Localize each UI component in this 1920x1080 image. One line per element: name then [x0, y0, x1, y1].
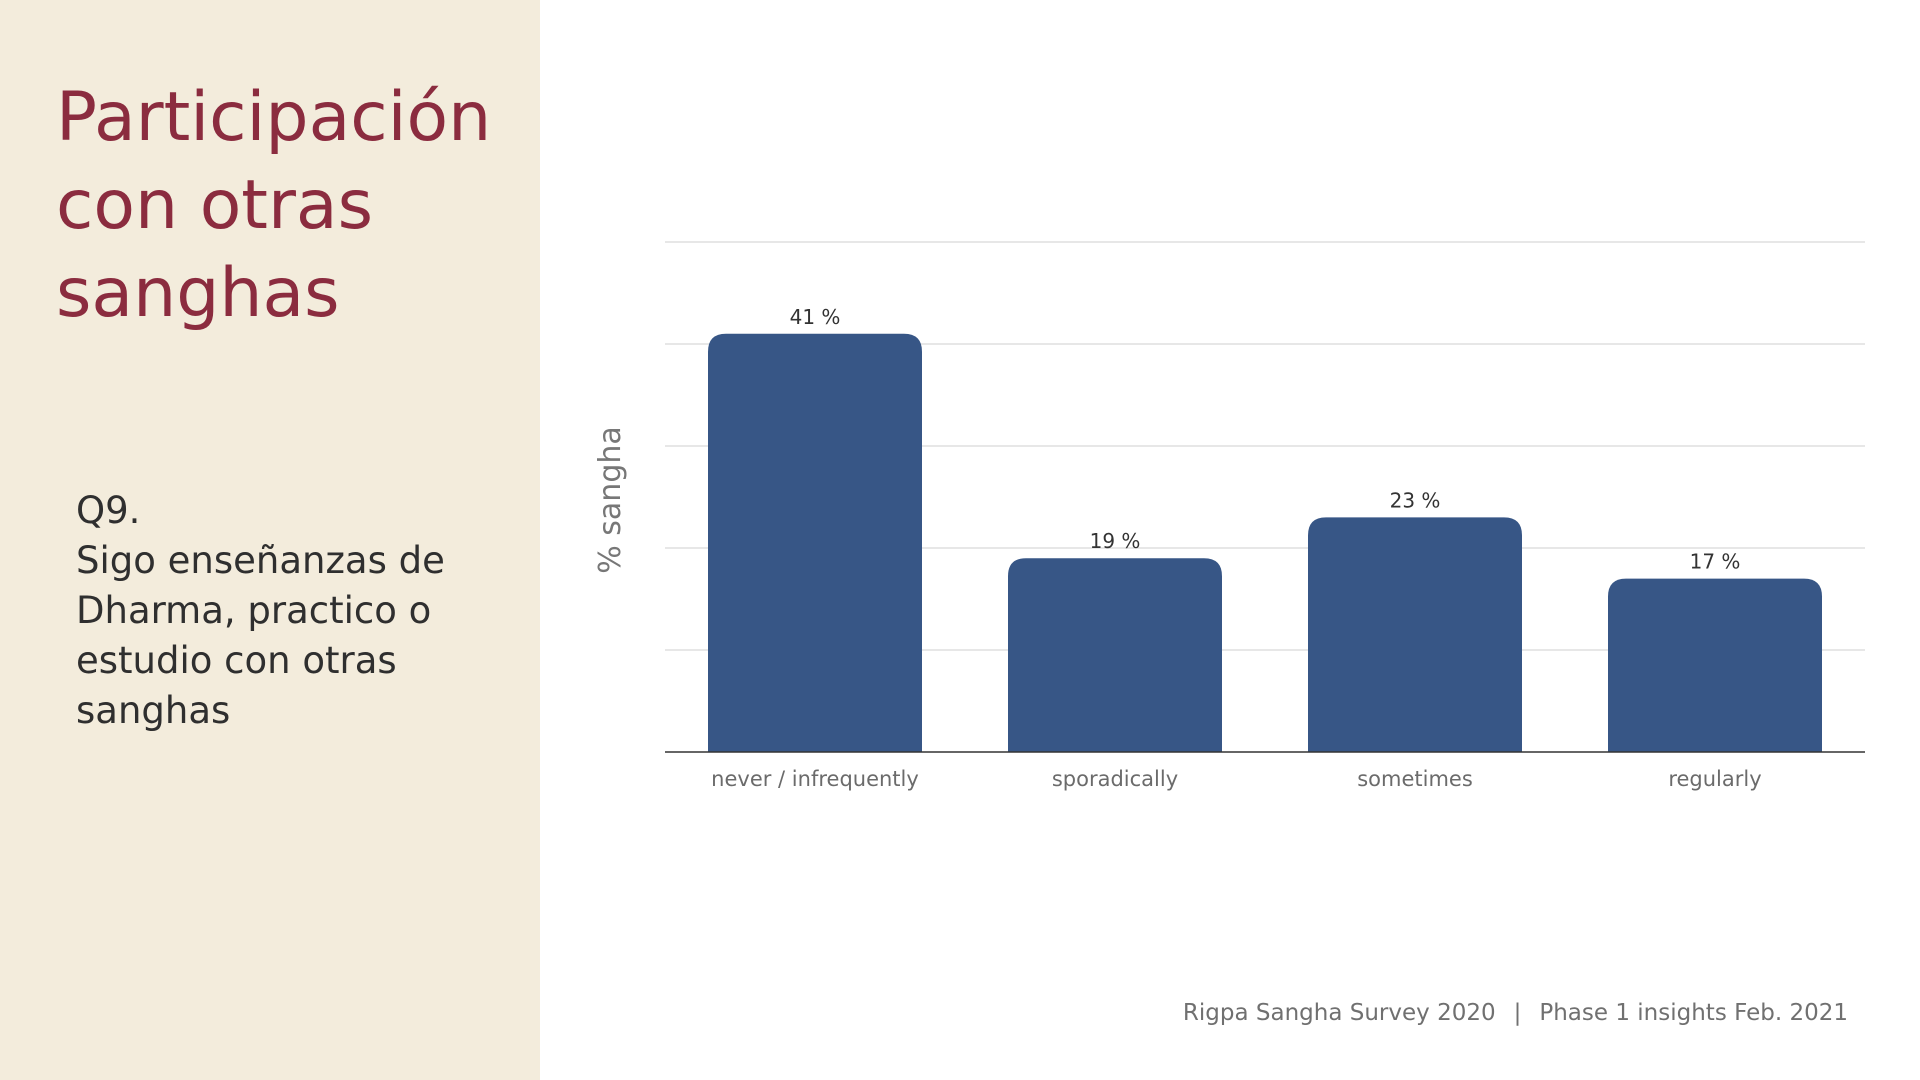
y-axis-label: % sangha — [593, 426, 628, 574]
slide-title: Participación con otras sanghas — [56, 78, 492, 333]
question-number: Q9. — [76, 489, 141, 532]
data-label: 19 % — [1090, 529, 1141, 553]
footer-separator: | — [1513, 1000, 1522, 1026]
x-tick-label: sporadically — [1052, 767, 1178, 791]
left-panel: Participación con otras sanghas Q9. Sigo… — [0, 0, 540, 1080]
data-label: 41 % — [790, 305, 841, 329]
footer: Rigpa Sangha Survey 2020 | Phase 1 insight… — [1183, 1000, 1848, 1026]
footer-survey-name: Rigpa Sangha Survey 2020 — [1182, 1000, 1496, 1026]
footer-phase-info: Phase 1 insights Feb. 2021 — [1539, 1000, 1848, 1026]
bar — [708, 333, 922, 752]
x-tick-label: regularly — [1668, 767, 1761, 791]
x-tick-label: never / infrequently — [711, 767, 919, 791]
bar — [1008, 558, 1222, 752]
question-block: Q9. Sigo enseñanzas de Dharma, practico … — [76, 486, 496, 736]
bar-chart: 41 % never / infrequently 19 % sporadically… — [593, 241, 1865, 791]
x-tick-label: sometimes — [1357, 767, 1473, 791]
bar — [1608, 578, 1822, 752]
data-label: 23 % — [1390, 488, 1441, 512]
bar — [1308, 517, 1522, 752]
question-text: Sigo enseñanzas de Dharma, practico o es… — [76, 539, 445, 732]
data-label: 17 % — [1690, 550, 1741, 574]
